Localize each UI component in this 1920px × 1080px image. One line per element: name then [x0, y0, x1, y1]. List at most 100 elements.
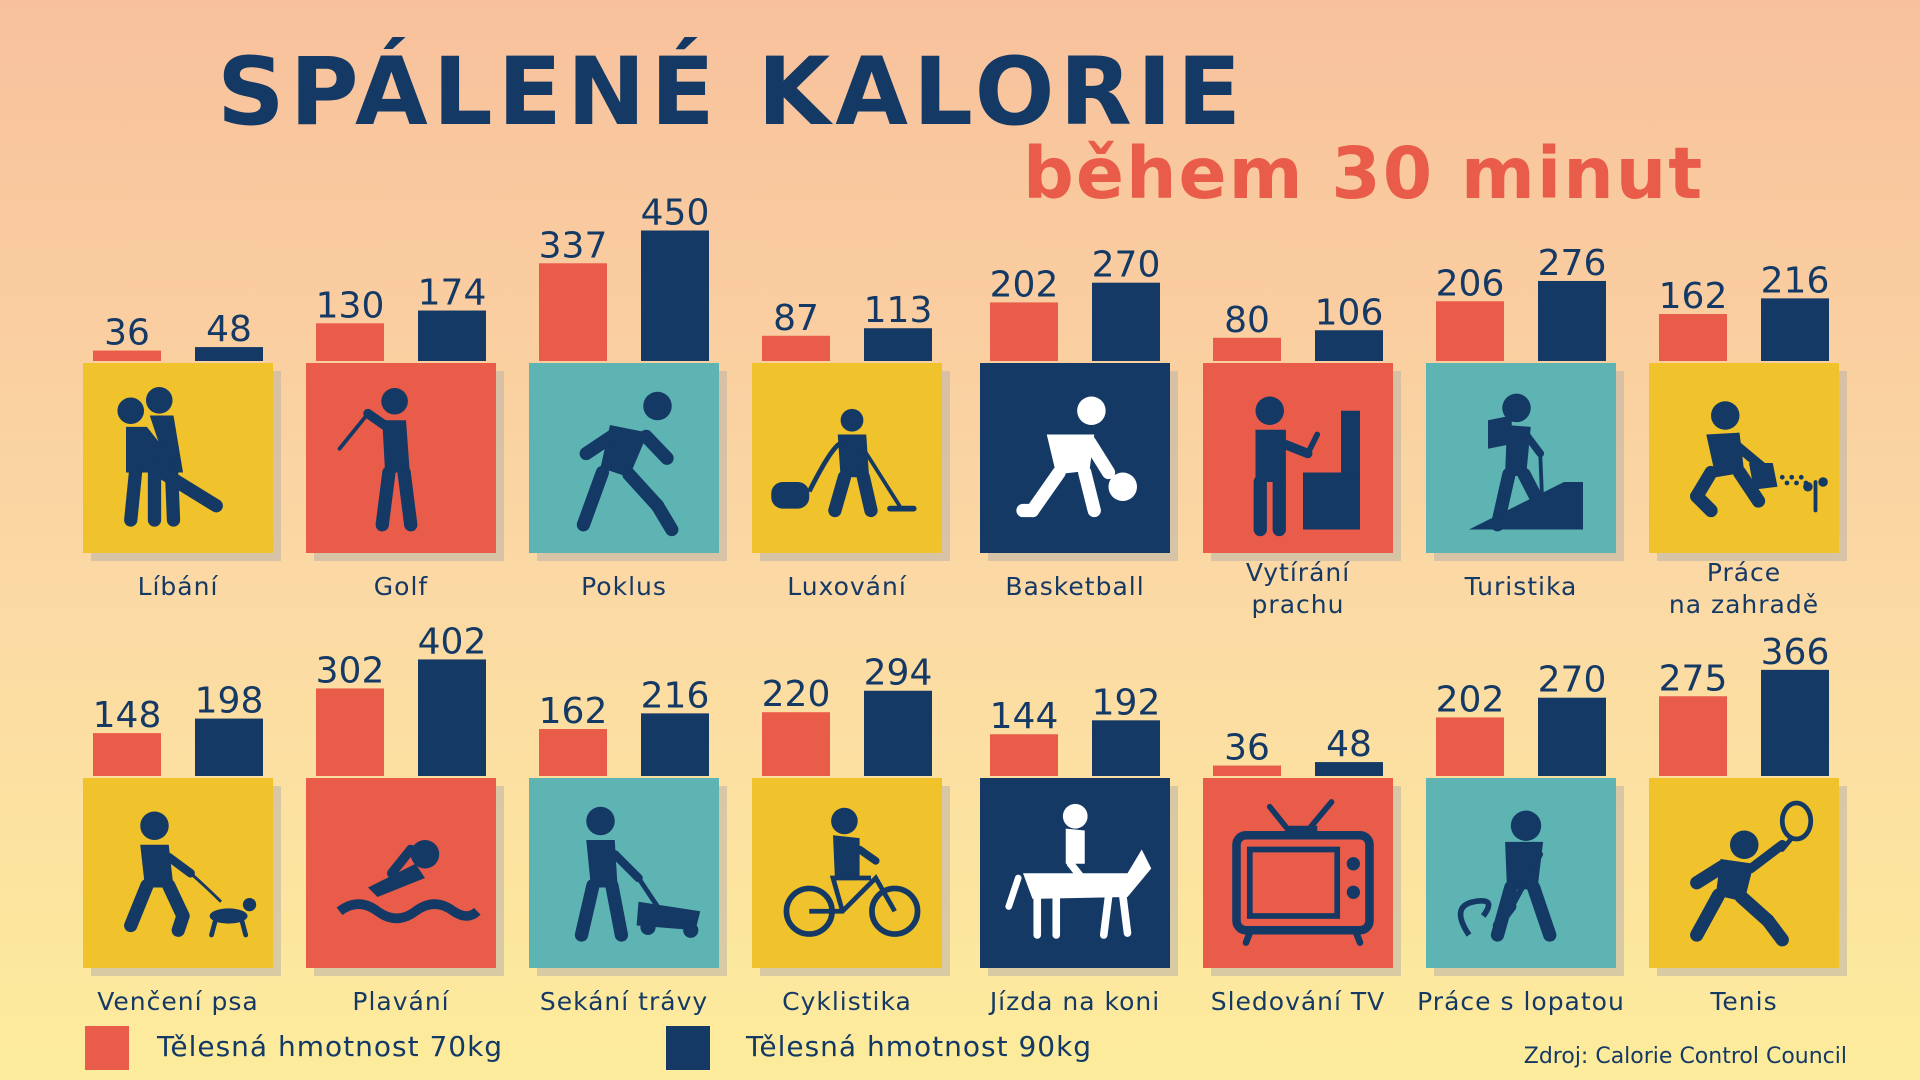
value-label-70kg: 80 — [1224, 300, 1270, 341]
activity-group: 202 270 Práce s lopatou — [1417, 660, 1625, 1016]
bar-90kg — [1092, 720, 1160, 776]
activity-label: Plavání — [352, 987, 449, 1016]
bar-70kg — [1213, 765, 1281, 776]
value-label-90kg: 48 — [1326, 724, 1372, 765]
basketball-icon — [1016, 396, 1137, 518]
golf-icon — [337, 387, 418, 532]
value-label-90kg: 402 — [418, 621, 487, 662]
legend-swatch-90kg — [666, 1026, 710, 1070]
bar-90kg — [418, 659, 486, 776]
bar-70kg — [762, 335, 830, 361]
dusting-icon — [1253, 396, 1360, 537]
activity-label: Práce — [1707, 558, 1781, 587]
activity-group: 80 106 Vytírání prachu — [1203, 292, 1401, 619]
bar-90kg — [1315, 330, 1383, 361]
value-label-70kg: 302 — [316, 650, 385, 691]
bar-90kg — [1761, 298, 1829, 361]
bar-70kg — [316, 688, 384, 776]
cycling-icon — [783, 807, 921, 937]
value-label-70kg: 275 — [1659, 658, 1728, 699]
legend-label-90kg: Tělesná hmotnost 90kg — [746, 1030, 1093, 1063]
bar-70kg — [93, 350, 161, 361]
value-label-70kg: 36 — [104, 313, 150, 354]
bar-90kg — [195, 347, 263, 361]
activity-label: na zahradě — [1669, 590, 1819, 619]
activity-group: 337 450 Poklus — [529, 193, 727, 601]
activity-group: 36 48 Sledování TV — [1203, 724, 1401, 1016]
activity-group: 275 366 Tenis — [1649, 632, 1847, 1016]
activity-tile — [83, 778, 273, 968]
shoveling-icon — [1457, 810, 1557, 942]
value-label-70kg: 220 — [762, 674, 831, 715]
activity-group: 162 216 Sekání trávy — [529, 675, 727, 1016]
value-label-70kg: 130 — [316, 285, 385, 326]
value-label-90kg: 450 — [641, 193, 710, 234]
activity-group: 162 216 Práce na zahradě — [1649, 260, 1847, 619]
activity-tile — [1649, 363, 1839, 553]
bar-70kg — [539, 729, 607, 776]
bar-90kg — [641, 713, 709, 776]
activity-group: 36 48 Líbání — [83, 309, 281, 601]
value-label-70kg: 36 — [1224, 728, 1270, 769]
value-label-90kg: 198 — [195, 681, 264, 722]
activity-label: Cyklistika — [782, 987, 912, 1016]
activity-label: Poklus — [581, 572, 667, 601]
activity-label: Venčení psa — [97, 987, 258, 1016]
activity-group: 302 402 Plavání — [306, 621, 504, 1016]
legend-swatch-70kg — [85, 1026, 129, 1070]
activity-label: Golf — [374, 572, 429, 601]
activity-label: Sekání trávy — [540, 987, 708, 1016]
activity-label: Tenis — [1709, 987, 1777, 1016]
lawn-mowing-icon — [574, 806, 701, 942]
value-label-70kg: 162 — [539, 691, 608, 732]
value-label-70kg: 162 — [1659, 276, 1728, 317]
bar-90kg — [1538, 280, 1606, 361]
activity-group: 148 198 Venčení psa — [83, 681, 281, 1016]
bar-70kg — [1436, 717, 1504, 776]
value-label-70kg: 202 — [1436, 679, 1505, 720]
value-label-90kg: 48 — [206, 309, 252, 350]
value-label-90kg: 270 — [1538, 660, 1607, 701]
bar-90kg — [195, 718, 263, 776]
bar-90kg — [864, 328, 932, 361]
value-label-90kg: 113 — [864, 290, 933, 331]
activity-label: Práce s lopatou — [1417, 987, 1625, 1016]
value-label-70kg: 202 — [990, 264, 1059, 305]
bar-70kg — [762, 712, 830, 776]
value-label-90kg: 174 — [418, 273, 487, 314]
bar-70kg — [1659, 314, 1727, 361]
swimming-icon — [336, 840, 481, 924]
bar-70kg — [539, 263, 607, 361]
value-label-90kg: 276 — [1538, 243, 1607, 284]
activity-group: 202 270 Basketball — [980, 245, 1178, 601]
value-label-90kg: 366 — [1761, 632, 1830, 673]
activity-label: Luxování — [787, 572, 907, 601]
activity-label: prachu — [1252, 590, 1345, 619]
value-label-90kg: 216 — [641, 675, 710, 716]
page-subtitle: během 30 minut — [1023, 132, 1705, 215]
page-title: SPÁLENÉ KALORIE — [217, 38, 1247, 147]
value-label-90kg: 270 — [1092, 245, 1161, 286]
activity-label: Turistika — [1464, 572, 1578, 601]
kissing-icon — [117, 387, 223, 527]
value-label-70kg: 206 — [1436, 263, 1505, 304]
horse-riding-icon — [1005, 803, 1152, 939]
bar-70kg — [316, 323, 384, 361]
bar-70kg — [990, 302, 1058, 361]
gardening-icon — [1690, 401, 1828, 518]
value-label-70kg: 87 — [773, 298, 819, 339]
activity-group: 220 294 Cyklistika — [752, 653, 950, 1016]
bar-70kg — [1213, 337, 1281, 361]
jogging-icon — [576, 391, 679, 537]
value-label-90kg: 216 — [1761, 260, 1830, 301]
activity-label: Vytírání — [1246, 558, 1350, 587]
activity-group: 144 192 Jízda na koni — [980, 682, 1178, 1016]
value-label-70kg: 144 — [990, 696, 1059, 737]
bar-70kg — [990, 734, 1058, 776]
value-label-90kg: 192 — [1092, 682, 1161, 723]
legend-label-70kg: Tělesná hmotnost 70kg — [157, 1030, 504, 1063]
value-label-90kg: 294 — [864, 653, 933, 694]
bar-90kg — [1092, 282, 1160, 361]
source-note: Zdroj: Calorie Control Council — [1523, 1044, 1847, 1069]
